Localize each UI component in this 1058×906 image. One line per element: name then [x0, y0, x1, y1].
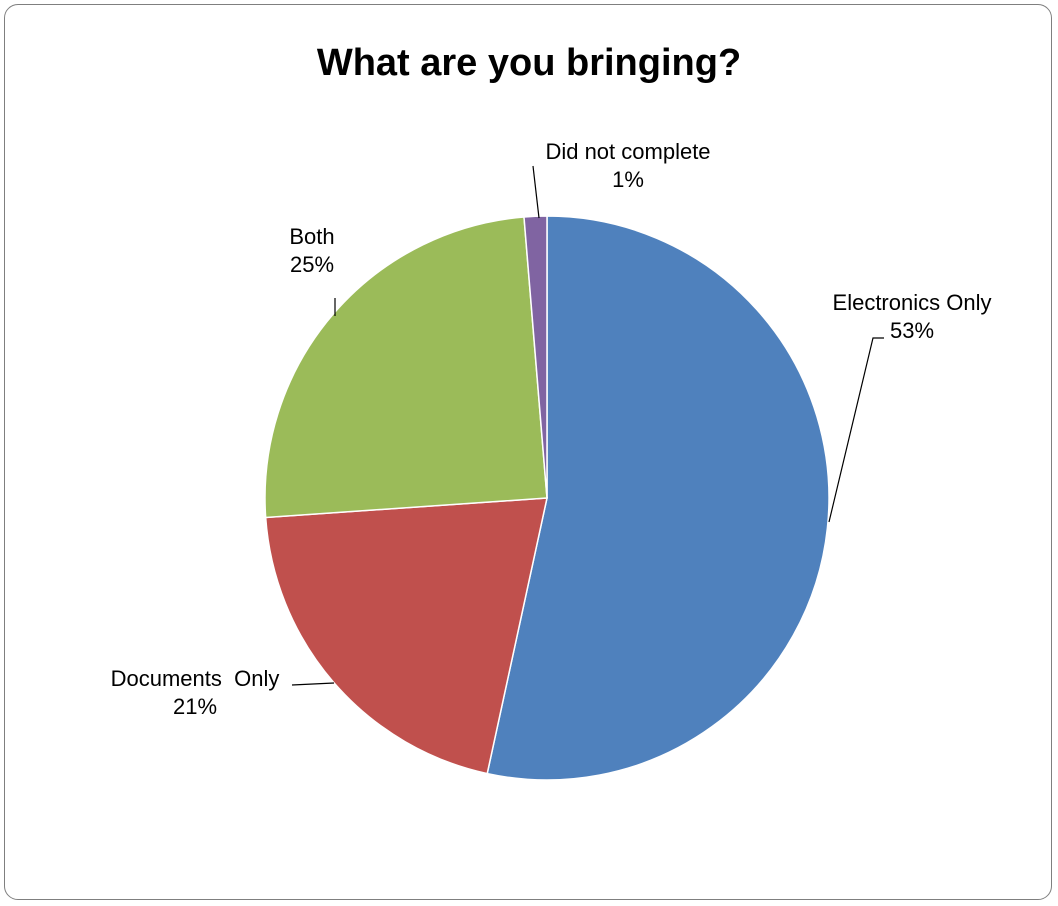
pie-slice-0	[486, 215, 830, 781]
slice-value-label-2: 25%	[290, 252, 334, 277]
slice-value-label-0: 53%	[890, 318, 934, 343]
slice-name-label-3: Did not complete	[545, 139, 710, 164]
slice-value-label-1: 21%	[173, 694, 217, 719]
slice-name-label-0: Electronics Only	[833, 290, 992, 315]
chart-title: What are you bringing?	[317, 42, 741, 84]
leader-line-3	[532, 165, 540, 219]
leader-lines	[291, 165, 884, 686]
slice-name-label-1: Documents Only	[111, 666, 280, 691]
data-labels: Electronics Only 53% Documents Only 21% Both…	[111, 139, 992, 719]
pie-slice-2	[264, 216, 548, 519]
pie-slices	[264, 215, 830, 781]
pie-slice-3	[523, 215, 548, 499]
slice-value-label-3: 1%	[612, 167, 644, 192]
leader-line-1	[291, 682, 335, 686]
leader-line-0	[828, 337, 884, 523]
slice-name-label-2: Both	[289, 224, 334, 249]
